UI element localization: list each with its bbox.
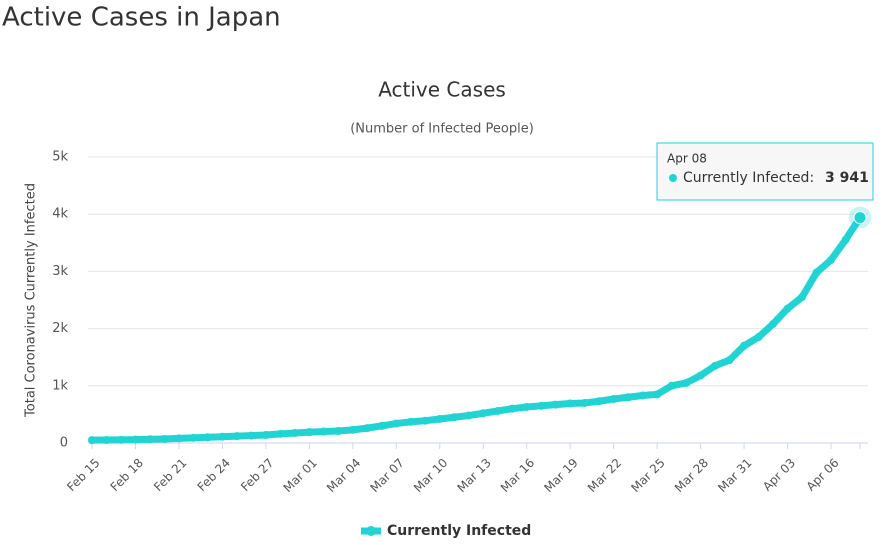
tooltip-date: Apr 08	[667, 152, 707, 166]
marker	[798, 293, 807, 302]
marker	[276, 429, 285, 438]
marker	[580, 398, 589, 407]
marker	[508, 404, 517, 413]
marker	[609, 394, 618, 403]
x-tick-label: Mar 04	[324, 456, 363, 495]
marker	[247, 431, 256, 440]
tooltip-dot	[669, 174, 677, 182]
marker	[290, 428, 299, 437]
marker	[754, 333, 763, 342]
marker	[464, 411, 473, 420]
marker	[696, 371, 705, 380]
marker	[319, 427, 328, 436]
y-tick-label: 0	[60, 436, 68, 451]
x-tick-label: Mar 25	[628, 456, 667, 495]
x-tick-label: Mar 16	[498, 456, 537, 495]
marker	[595, 397, 604, 406]
x-tick-label: Mar 13	[454, 456, 493, 495]
x-tick-label: Feb 18	[108, 456, 146, 494]
marker	[725, 356, 734, 365]
x-tick-label: Apr 06	[804, 456, 842, 494]
x-tick-label: Mar 28	[672, 456, 711, 495]
marker	[638, 391, 647, 400]
marker	[841, 235, 850, 244]
marker	[348, 425, 357, 434]
y-tick-label: 5k	[52, 150, 68, 165]
marker	[783, 304, 792, 313]
marker	[624, 393, 633, 402]
marker	[174, 434, 183, 443]
y-axis-label: Total Coronavirus Currently Infected	[24, 183, 39, 418]
tooltip-label: Currently Infected:	[683, 170, 814, 186]
marker	[131, 435, 140, 444]
legend-marker	[366, 526, 376, 536]
marker	[711, 361, 720, 370]
y-tick-label: 4k	[52, 207, 68, 222]
marker	[479, 409, 488, 418]
marker	[853, 211, 867, 225]
marker	[377, 421, 386, 430]
marker	[189, 433, 198, 442]
marker	[435, 414, 444, 423]
marker	[160, 434, 169, 443]
y-tick-label: 2k	[52, 321, 68, 336]
tooltip-box	[656, 142, 874, 201]
marker	[203, 433, 212, 442]
marker	[406, 417, 415, 426]
x-tick-label: Feb 21	[151, 456, 189, 494]
x-tick-label: Mar 10	[411, 456, 450, 495]
marker	[88, 436, 96, 445]
marker	[218, 432, 227, 441]
marker	[740, 341, 749, 350]
marker	[450, 413, 459, 422]
marker	[537, 401, 546, 410]
marker	[102, 436, 111, 445]
marker	[305, 428, 314, 437]
marker	[566, 399, 575, 408]
x-tick-label: Mar 22	[585, 456, 624, 495]
marker	[769, 320, 778, 329]
x-tick-label: Feb 24	[195, 456, 233, 494]
x-tick-label: Mar 31	[715, 456, 754, 495]
tooltip-value: 3 941	[825, 170, 869, 186]
marker	[363, 424, 372, 433]
marker	[812, 268, 821, 277]
marker	[667, 381, 676, 390]
x-tick-label: Apr 03	[760, 456, 798, 494]
x-tick-label: Feb 15	[64, 456, 102, 494]
x-tick-label: Mar 19	[541, 456, 580, 495]
marker	[116, 435, 125, 444]
y-tick-label: 1k	[52, 378, 68, 393]
x-tick-label: Mar 01	[281, 456, 320, 495]
marker	[145, 435, 154, 444]
marker	[551, 400, 560, 409]
chart-title: Active Cases	[378, 78, 506, 102]
marker	[261, 430, 270, 439]
marker	[827, 255, 836, 264]
marker	[232, 432, 241, 441]
y-tick-label: 3k	[52, 264, 68, 279]
marker	[421, 416, 430, 425]
marker	[392, 419, 401, 428]
x-tick-label: Mar 07	[367, 456, 406, 495]
page-heading: Active Cases in Japan	[2, 3, 281, 33]
chart-subtitle: (Number of Infected People)	[350, 122, 534, 137]
marker	[334, 426, 343, 435]
legend-label: Currently Infected	[387, 523, 531, 539]
marker	[653, 390, 662, 399]
x-tick-label: Feb 27	[238, 456, 276, 494]
marker	[682, 378, 691, 387]
tooltip: Apr 08 Currently Infected: 3 941	[656, 142, 874, 201]
marker	[493, 406, 502, 415]
marker	[522, 402, 531, 411]
